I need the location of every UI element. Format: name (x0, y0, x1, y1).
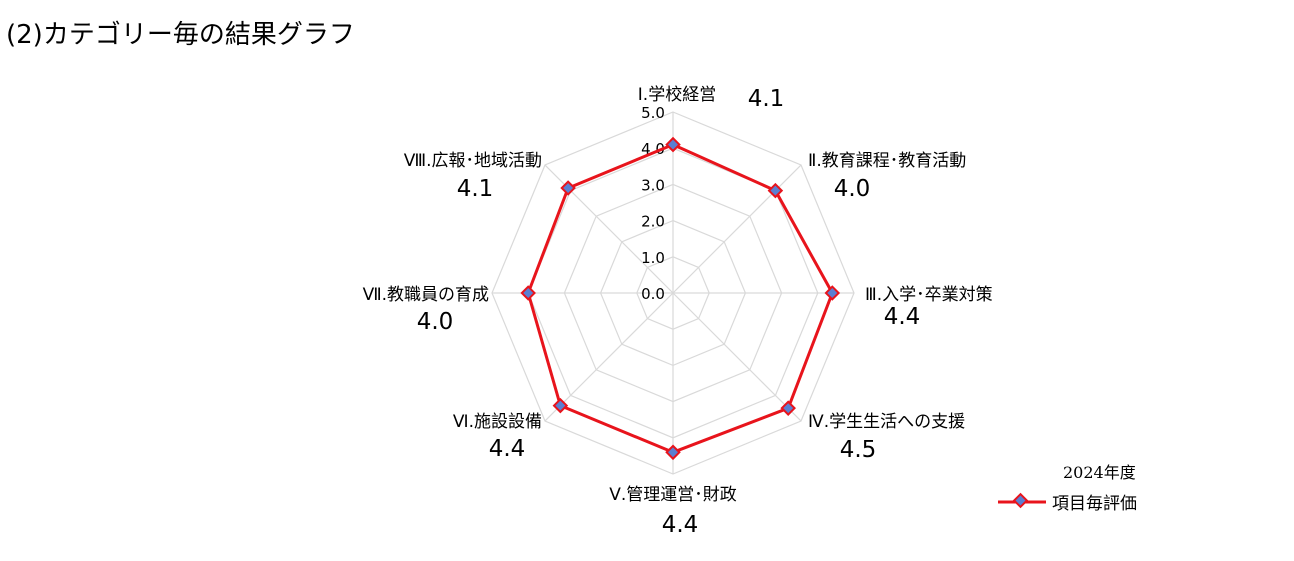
value-label: 4.5 (840, 437, 877, 463)
legend-title: 2024年度 (1063, 463, 1136, 482)
radar-grid (491, 111, 855, 475)
value-label: 4.4 (489, 436, 526, 462)
data-point-marker (767, 182, 784, 199)
value-label: 4.4 (884, 304, 921, 330)
radial-tick-label: 2.0 (641, 213, 665, 231)
category-label: Ⅳ.学生生活への支援 (808, 412, 965, 432)
radial-tick-label: 0.0 (641, 285, 665, 303)
category-label: Ⅴ.管理運営･財政 (609, 485, 737, 505)
category-label: Ⅶ.教職員の育成 (363, 285, 489, 305)
data-point-marker (780, 400, 796, 416)
data-point-marker (552, 397, 569, 414)
legend-line-marker (998, 492, 1046, 508)
category-labels: Ⅰ.学校経営 4.1Ⅱ.教育課程･教育活動4.0Ⅲ.入学･卒業対策4.4Ⅳ.学生生… (363, 85, 993, 538)
data-point-marker (560, 180, 576, 196)
data-point-marker (665, 444, 681, 461)
value-label: 4.4 (662, 512, 699, 538)
value-label: 4.1 (748, 86, 785, 112)
grid-spoke (672, 164, 802, 294)
legend-marker-icon (1012, 492, 1029, 508)
legend: 項目毎評価 (996, 489, 1137, 514)
radial-tick-label: 3.0 (641, 176, 665, 194)
value-label: 4.1 (457, 176, 494, 202)
legend-series-label: 項目毎評価 (1052, 494, 1137, 514)
category-label: Ⅱ.教育課程･教育活動 (808, 151, 966, 171)
grid-spoke (544, 292, 674, 422)
series-layer (520, 136, 841, 461)
value-label: 4.0 (417, 309, 454, 335)
radial-tick-label: 5.0 (641, 104, 665, 122)
data-point-marker (520, 285, 536, 301)
page-title: (2)カテゴリー毎の結果グラフ (6, 20, 355, 50)
value-label: 4.0 (834, 176, 871, 202)
data-point-marker (824, 285, 841, 301)
category-label: Ⅲ.入学･卒業対策 (865, 285, 993, 305)
radial-tick-labels: 0.0 1.0 2.0 3.0 4.0 5.0 (641, 104, 665, 303)
category-label: Ⅰ.学校経営 (638, 85, 716, 105)
radial-tick-label: 4.0 (641, 140, 665, 158)
data-point-marker (665, 136, 681, 153)
category-label: Ⅷ.広報･地域活動 (404, 151, 542, 171)
category-label: Ⅵ.施設設備 (453, 412, 542, 432)
grid-spoke (672, 292, 802, 422)
radial-tick-label: 1.0 (641, 249, 665, 267)
